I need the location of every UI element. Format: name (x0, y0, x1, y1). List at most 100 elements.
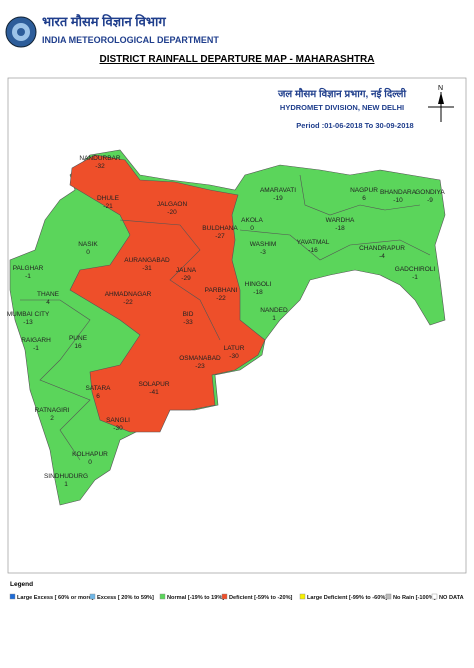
district-name: JALNA (176, 267, 197, 274)
district-name: HINGOLI (245, 281, 272, 288)
district-value: -29 (181, 275, 191, 282)
legend-label: Large Excess [ 60% or more] (17, 595, 94, 601)
district-value: -27 (215, 233, 225, 240)
district-value: -21 (103, 203, 113, 210)
district-value: -4 (379, 253, 385, 260)
legend-label: Deficient [-59% to -20%] (229, 595, 293, 601)
legend-label: No Rain [-100%] (393, 595, 436, 601)
district-value: -18 (253, 289, 263, 296)
district: WASHIM-3 (250, 241, 276, 256)
district-name: BHANDARA (380, 189, 417, 196)
district-name: SOLAPUR (138, 381, 169, 388)
legend-title: Legend (10, 581, 33, 588)
district-name: WARDHA (326, 217, 355, 224)
district: YAVATMAL-16 (297, 239, 330, 254)
district-name: GADCHIROLI (395, 266, 436, 273)
legend-swatch (9, 593, 16, 600)
district-name: AKOLA (241, 217, 263, 224)
district: JALNA-29 (176, 267, 197, 282)
district-value: -22 (216, 295, 226, 302)
district: GADCHIROLI-1 (395, 266, 436, 281)
district-value: -10 (393, 197, 403, 204)
legend-label: Normal [-19% to 19%] (167, 595, 224, 601)
district-name: NAGPUR (350, 187, 378, 194)
district: CHANDRAPUR-4 (359, 245, 405, 260)
district: RAIGARH-1 (21, 337, 51, 352)
district: AURANGABAD-31 (124, 257, 170, 272)
district-value: 6 (96, 393, 100, 400)
district-value: -41 (149, 389, 159, 396)
district: PALGHAR-1 (13, 265, 44, 280)
district-name: GONDIYA (415, 189, 445, 196)
district-name: AURANGABAD (124, 257, 170, 264)
district-name: SINDHUDURG (44, 473, 88, 480)
district-value: -13 (23, 319, 33, 326)
district-value: -1 (412, 274, 418, 281)
district-value: -32 (95, 163, 105, 170)
state-shape (9, 149, 446, 506)
division: HYDROMET DIVISION, NEW DELHI (280, 103, 404, 112)
district-value: -31 (142, 265, 152, 272)
map-frame (7, 77, 467, 574)
legend-swatch (221, 593, 228, 600)
division-hindi: जल मौसम विज्ञान प्रभाग, नई दिल्ली (277, 87, 406, 100)
map-title: DISTRICT RAINFALL DEPARTURE MAP - MAHARA… (100, 54, 375, 65)
north-label: N (438, 85, 443, 92)
header-org: INDIA METEOROLOGICAL DEPARTMENT (42, 35, 219, 45)
district-name: PARBHANI (205, 287, 238, 294)
district-value: -1 (25, 273, 31, 280)
district-name: CHANDRAPUR (359, 245, 405, 252)
district-value: 16 (74, 343, 82, 350)
district-value: 4 (46, 299, 50, 306)
district-value: 1 (272, 315, 276, 322)
district-name: SATARA (85, 385, 111, 392)
legend-swatch (89, 593, 96, 600)
district-value: -1 (33, 345, 39, 352)
legend-swatch (159, 593, 166, 600)
district: MUMBAI CITY-13 (7, 311, 50, 326)
district: HINGOLI-18 (245, 281, 272, 296)
district: BULDHANA-27 (202, 225, 238, 240)
district-value: -19 (273, 195, 283, 202)
district-name: RATNAGIRI (35, 407, 70, 414)
district: WARDHA-18 (326, 217, 355, 232)
district-name: BID (183, 311, 194, 318)
district-value: -3 (260, 249, 266, 256)
district-value: -33 (183, 319, 193, 326)
district-name: JALGAON (157, 201, 188, 208)
district-value: -20 (167, 209, 177, 216)
district: BID-33 (183, 311, 194, 326)
district: LATUR-30 (224, 345, 245, 360)
district: OSMANABAD-23 (179, 355, 221, 370)
district-name: OSMANABAD (179, 355, 221, 362)
district-value: -30 (229, 353, 239, 360)
district-value: -16 (308, 247, 318, 254)
legend-label: NO DATA (439, 595, 464, 601)
district-name: DHULE (97, 195, 120, 202)
district-value: 6 (362, 195, 366, 202)
district: BHANDARA-10 (380, 189, 417, 204)
district-name: BULDHANA (202, 225, 238, 232)
district-value: -9 (427, 197, 433, 204)
district-value: -30 (113, 425, 123, 432)
district-value: 2 (50, 415, 54, 422)
district: PARBHANI-22 (205, 287, 238, 302)
header-hindi: भारत मौसम विज्ञान विभाग (42, 14, 166, 29)
district: SOLAPUR-41 (138, 381, 169, 396)
district-name: PALGHAR (13, 265, 44, 272)
district-name: WASHIM (250, 241, 276, 248)
district: GONDIYA-9 (415, 189, 445, 204)
district-name: MUMBAI CITY (7, 311, 50, 318)
district-value: 0 (88, 459, 92, 466)
district-name: LATUR (224, 345, 245, 352)
legend-swatch (385, 593, 392, 600)
